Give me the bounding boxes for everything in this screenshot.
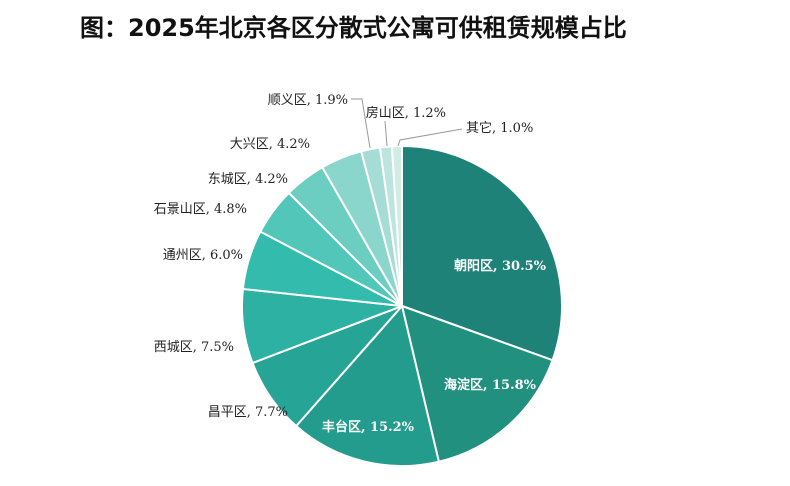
slice-label-3: 丰台区, 15.2% (322, 419, 415, 435)
slice-label-4: 昌平区, 7.7% (208, 405, 288, 420)
slice-label-2: 海淀区, 15.8% (444, 377, 537, 393)
pie-slice-2 (400, 304, 554, 463)
slice-label-6: 通州区, 6.0% (163, 248, 243, 263)
leader-line-11 (384, 120, 388, 147)
slice-label-1: 朝阳区, 30.5% (454, 258, 547, 274)
slice-label-12: 其它, 1.0% (466, 120, 533, 136)
pie-slice-12 (390, 144, 403, 307)
slice-label-8: 东城区, 4.2% (208, 172, 288, 187)
pie-slice-1 (401, 144, 563, 362)
slice-label-9: 大兴区, 4.2% (230, 137, 310, 152)
slice-label-5: 西城区, 7.5% (154, 340, 234, 355)
leader-line-10 (351, 98, 371, 149)
slice-label-11: 房山区, 1.2% (366, 105, 446, 121)
pie-slice-3 (294, 303, 441, 467)
chart-title: 图：2025年北京各区分散式公寓可供租赁规模占比 (80, 14, 627, 42)
slice-label-7: 石景山区, 4.8% (154, 202, 247, 217)
slice-label-10: 顺义区, 1.9% (268, 93, 348, 108)
leader-line-12 (397, 128, 463, 147)
